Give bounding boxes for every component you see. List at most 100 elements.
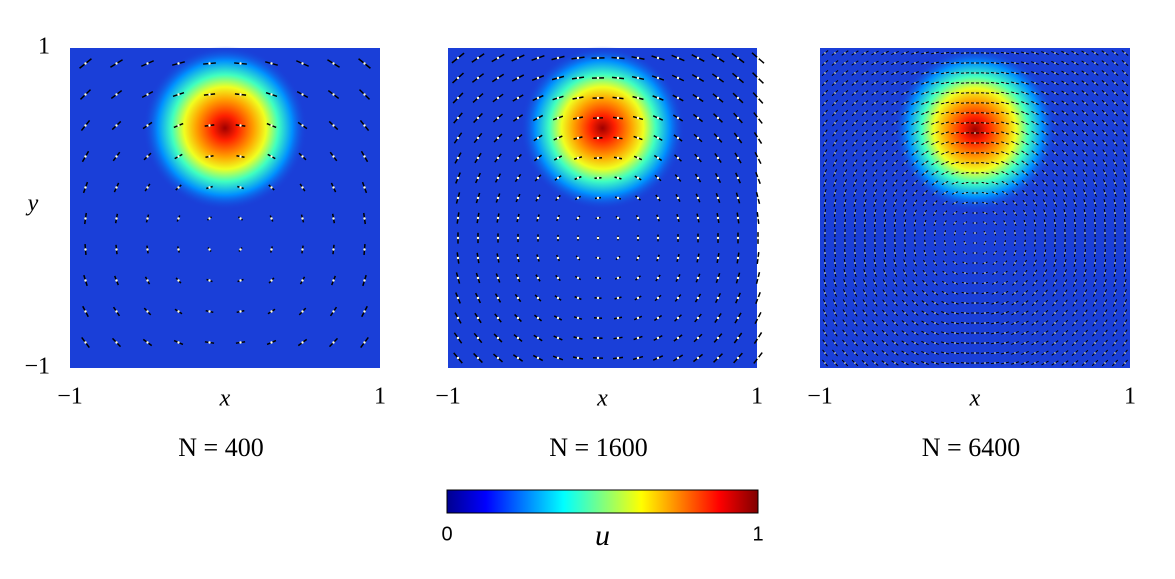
vector-dot xyxy=(656,236,660,240)
vector-dot xyxy=(756,336,760,340)
vector-dot xyxy=(934,72,936,74)
vector-dot xyxy=(1064,232,1066,234)
vector-dot xyxy=(974,272,976,274)
vector-dot xyxy=(824,82,826,84)
vector-dot xyxy=(1024,342,1026,344)
vector-dot xyxy=(964,72,966,74)
vector-dot xyxy=(834,72,836,74)
vector-dot xyxy=(1024,312,1026,314)
vector-dot xyxy=(1034,132,1036,134)
vector-dot xyxy=(516,216,520,220)
vector-dot xyxy=(914,272,916,274)
vector-dot xyxy=(874,192,876,194)
vector-dot xyxy=(146,93,149,96)
vector-dot xyxy=(824,182,826,184)
vector-dot xyxy=(974,92,976,94)
vector-dot xyxy=(974,302,976,304)
vector-dot xyxy=(894,292,896,294)
vector-dot xyxy=(270,310,273,313)
vector-dot xyxy=(864,362,866,364)
vector-dot xyxy=(954,212,956,214)
vector-dot xyxy=(864,112,866,114)
vector-dot xyxy=(177,248,180,251)
vector-dot xyxy=(656,336,660,340)
vector-dot xyxy=(1094,202,1096,204)
vector-dot xyxy=(934,362,936,364)
vector-dot xyxy=(974,242,976,244)
vector-dot xyxy=(864,122,866,124)
vector-dot xyxy=(1104,102,1106,104)
vector-dot xyxy=(736,116,740,120)
vector-dot xyxy=(1094,272,1096,274)
vector-dot xyxy=(1004,162,1006,164)
vector-dot xyxy=(974,312,976,314)
vector-dot xyxy=(884,262,886,264)
vector-dot xyxy=(974,82,976,84)
vector-dot xyxy=(476,196,480,200)
vector-dot xyxy=(954,282,956,284)
vector-dot xyxy=(894,202,896,204)
vector-dot xyxy=(1034,362,1036,364)
vector-dot xyxy=(964,312,966,314)
vector-dot xyxy=(676,236,680,240)
vector-dot xyxy=(884,322,886,324)
vector-dot xyxy=(1054,252,1056,254)
vector-dot xyxy=(874,322,876,324)
vector-dot xyxy=(177,186,180,189)
vector-dot xyxy=(1084,232,1086,234)
vector-dot xyxy=(894,142,896,144)
vector-dot xyxy=(954,272,956,274)
vector-dot xyxy=(944,62,946,64)
vector-dot xyxy=(994,362,996,364)
vector-dot xyxy=(924,272,926,274)
vector-dot xyxy=(1054,112,1056,114)
vector-dot xyxy=(924,162,926,164)
vector-dot xyxy=(756,356,760,360)
vector-dot xyxy=(476,156,480,160)
vector-dot xyxy=(84,217,87,220)
vector-dot xyxy=(576,216,580,220)
vector-dot xyxy=(854,332,856,334)
vector-dot xyxy=(874,292,876,294)
vector-dot xyxy=(636,96,640,100)
vector-dot xyxy=(115,341,118,344)
vector-dot xyxy=(1094,132,1096,134)
vector-dot xyxy=(834,82,836,84)
vector-dot xyxy=(1114,102,1116,104)
vector-dot xyxy=(676,336,680,340)
vector-dot xyxy=(984,192,986,194)
vector-dot xyxy=(884,242,886,244)
vector-dot xyxy=(1004,352,1006,354)
vector-dot xyxy=(824,112,826,114)
vector-dot xyxy=(934,312,936,314)
vector-dot xyxy=(576,296,580,300)
vector-dot xyxy=(1014,272,1016,274)
vector-dot xyxy=(924,312,926,314)
vector-dot xyxy=(239,155,242,158)
vector-dot xyxy=(1104,242,1106,244)
vector-dot xyxy=(208,248,211,251)
vector-dot xyxy=(824,202,826,204)
vector-dot xyxy=(964,262,966,264)
vector-dot xyxy=(363,341,366,344)
vector-dot xyxy=(456,196,460,200)
vector-dot xyxy=(1084,332,1086,334)
vector-dot xyxy=(844,82,846,84)
vector-dot xyxy=(676,196,680,200)
vector-dot xyxy=(844,362,846,364)
vector-dot xyxy=(844,72,846,74)
vector-dot xyxy=(994,122,996,124)
vector-dot xyxy=(944,222,946,224)
vector-dot xyxy=(944,132,946,134)
vector-dot xyxy=(844,312,846,314)
vector-dot xyxy=(536,276,540,280)
vector-dot xyxy=(1004,232,1006,234)
vector-dot xyxy=(874,342,876,344)
vector-dot xyxy=(616,256,620,260)
vector-dot xyxy=(874,202,876,204)
vector-dot xyxy=(824,272,826,274)
vector-dot xyxy=(239,248,242,251)
vector-dot xyxy=(984,122,986,124)
vector-dot xyxy=(984,62,986,64)
vector-dot xyxy=(914,202,916,204)
